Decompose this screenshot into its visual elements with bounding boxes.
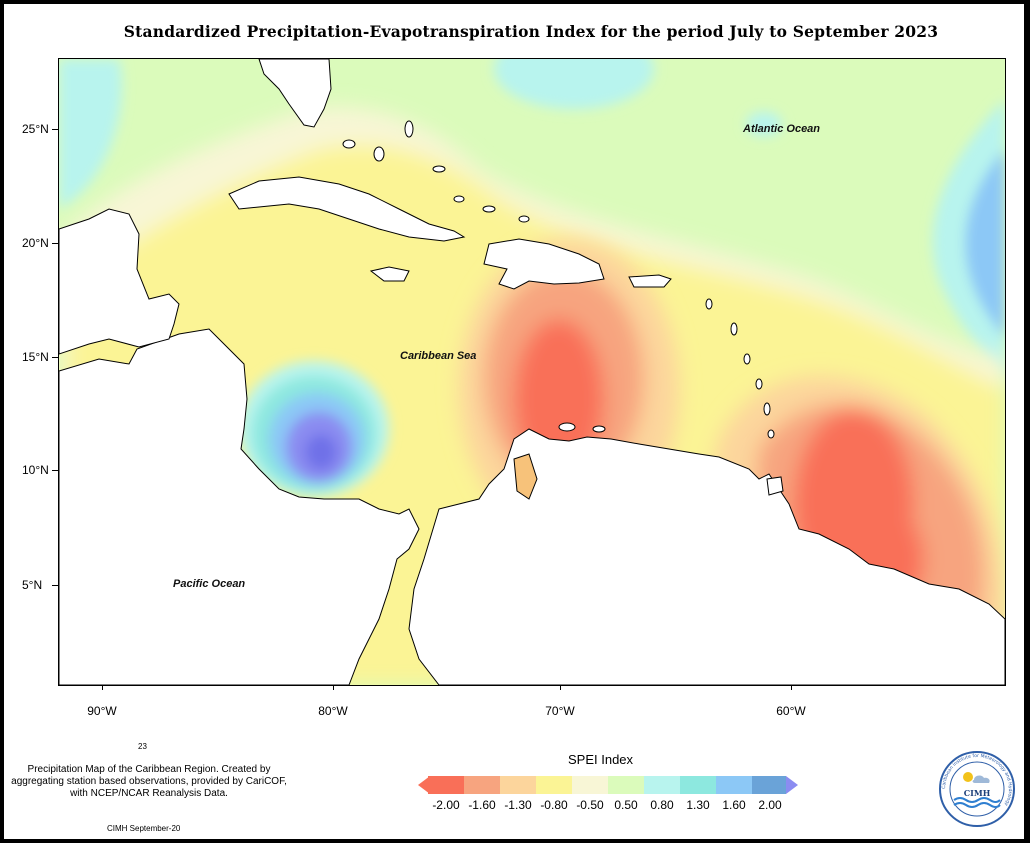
logo-text: CIMH — [964, 788, 991, 798]
legend-tick: 0.50 — [614, 798, 638, 812]
lat-label-20n: 20°N — [22, 236, 49, 250]
legend-swatch — [752, 776, 786, 794]
map-title: Standardized Precipitation-Evapotranspir… — [123, 22, 939, 41]
lon-tick — [791, 684, 792, 690]
caribbean-sea-label: Caribbean Sea — [400, 350, 477, 362]
lon-tick — [333, 684, 334, 690]
lat-label-25n: 25°N — [22, 122, 49, 136]
legend-swatch — [500, 776, 536, 794]
footer-number: 23 — [138, 742, 147, 751]
sun-icon — [963, 772, 973, 782]
lat-tick — [52, 243, 58, 244]
legend-tick: 0.80 — [650, 798, 674, 812]
legend-colorbar — [418, 776, 798, 794]
legend-tick: -1.60 — [468, 798, 496, 812]
wet-anomalies — [59, 59, 1005, 379]
yucatan — [59, 208, 180, 355]
lat-tick — [52, 129, 58, 130]
legend-swatch — [716, 776, 752, 794]
legend-swatch — [608, 776, 644, 794]
legend-tick: 2.00 — [758, 798, 782, 812]
pacific-ocean-label: Pacific Ocean — [173, 578, 246, 590]
legend-tick: -0.80 — [540, 798, 568, 812]
spei-map-canvas — [59, 59, 1005, 685]
footer-date: CIMH September-20 — [107, 824, 181, 833]
land-masses — [59, 59, 1005, 685]
lon-label-80w: 80°W — [318, 704, 348, 718]
legend-arrow-right — [786, 776, 798, 794]
lon-label-60w: 60°W — [776, 704, 806, 718]
hispaniola — [483, 238, 605, 290]
legend-tick: -0.50 — [576, 798, 604, 812]
small-islands — [342, 120, 775, 439]
legend-title: SPEI Index — [568, 752, 634, 767]
cuba — [228, 176, 466, 242]
lon-tick — [102, 684, 103, 690]
lon-label-90w: 90°W — [87, 704, 117, 718]
legend-tick: -1.30 — [504, 798, 532, 812]
lat-tick — [52, 470, 58, 471]
wet-core — [239, 361, 389, 497]
atlantic-ocean-label: Atlantic Ocean — [743, 123, 821, 135]
waves-icon — [953, 797, 1001, 803]
footer-note: Precipitation Map of the Caribbean Regio… — [11, 764, 287, 799]
legend-swatch — [680, 776, 716, 794]
lat-tick — [52, 357, 58, 358]
legend-tick: -2.00 — [432, 798, 460, 812]
central-america — [59, 328, 420, 685]
lat-label-5n: 5°N — [22, 578, 43, 592]
cimh-logo: CIMH Caribbean Institute for Meteorology… — [939, 751, 1015, 827]
puerto-rico — [628, 274, 672, 288]
legend-arrow-left — [418, 776, 430, 794]
legend-tick: 1.60 — [722, 798, 746, 812]
legend-swatch — [572, 776, 608, 794]
lon-label-70w: 70°W — [545, 704, 575, 718]
legend-swatch — [644, 776, 680, 794]
lat-tick — [52, 585, 58, 586]
cloud-icon — [972, 775, 990, 783]
lon-tick — [560, 684, 561, 690]
florida — [258, 59, 332, 128]
legend-swatch — [428, 776, 464, 794]
spei-map — [58, 58, 1006, 686]
legend-swatch — [464, 776, 500, 794]
trinidad — [766, 476, 784, 496]
legend-tick: 1.30 — [686, 798, 710, 812]
lat-label-10n: 10°N — [22, 463, 49, 477]
maracaibo — [513, 453, 538, 500]
jamaica — [369, 266, 410, 282]
legend-swatch — [536, 776, 572, 794]
legend-ticks: -2.00 -1.60 -1.30 -0.80 -0.50 0.50 0.80 … — [428, 798, 788, 814]
lat-label-15n: 15°N — [22, 350, 49, 364]
